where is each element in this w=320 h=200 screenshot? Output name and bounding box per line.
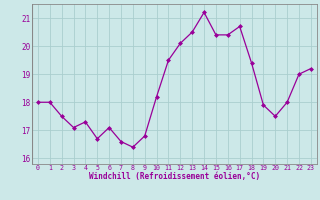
X-axis label: Windchill (Refroidissement éolien,°C): Windchill (Refroidissement éolien,°C) bbox=[89, 172, 260, 181]
